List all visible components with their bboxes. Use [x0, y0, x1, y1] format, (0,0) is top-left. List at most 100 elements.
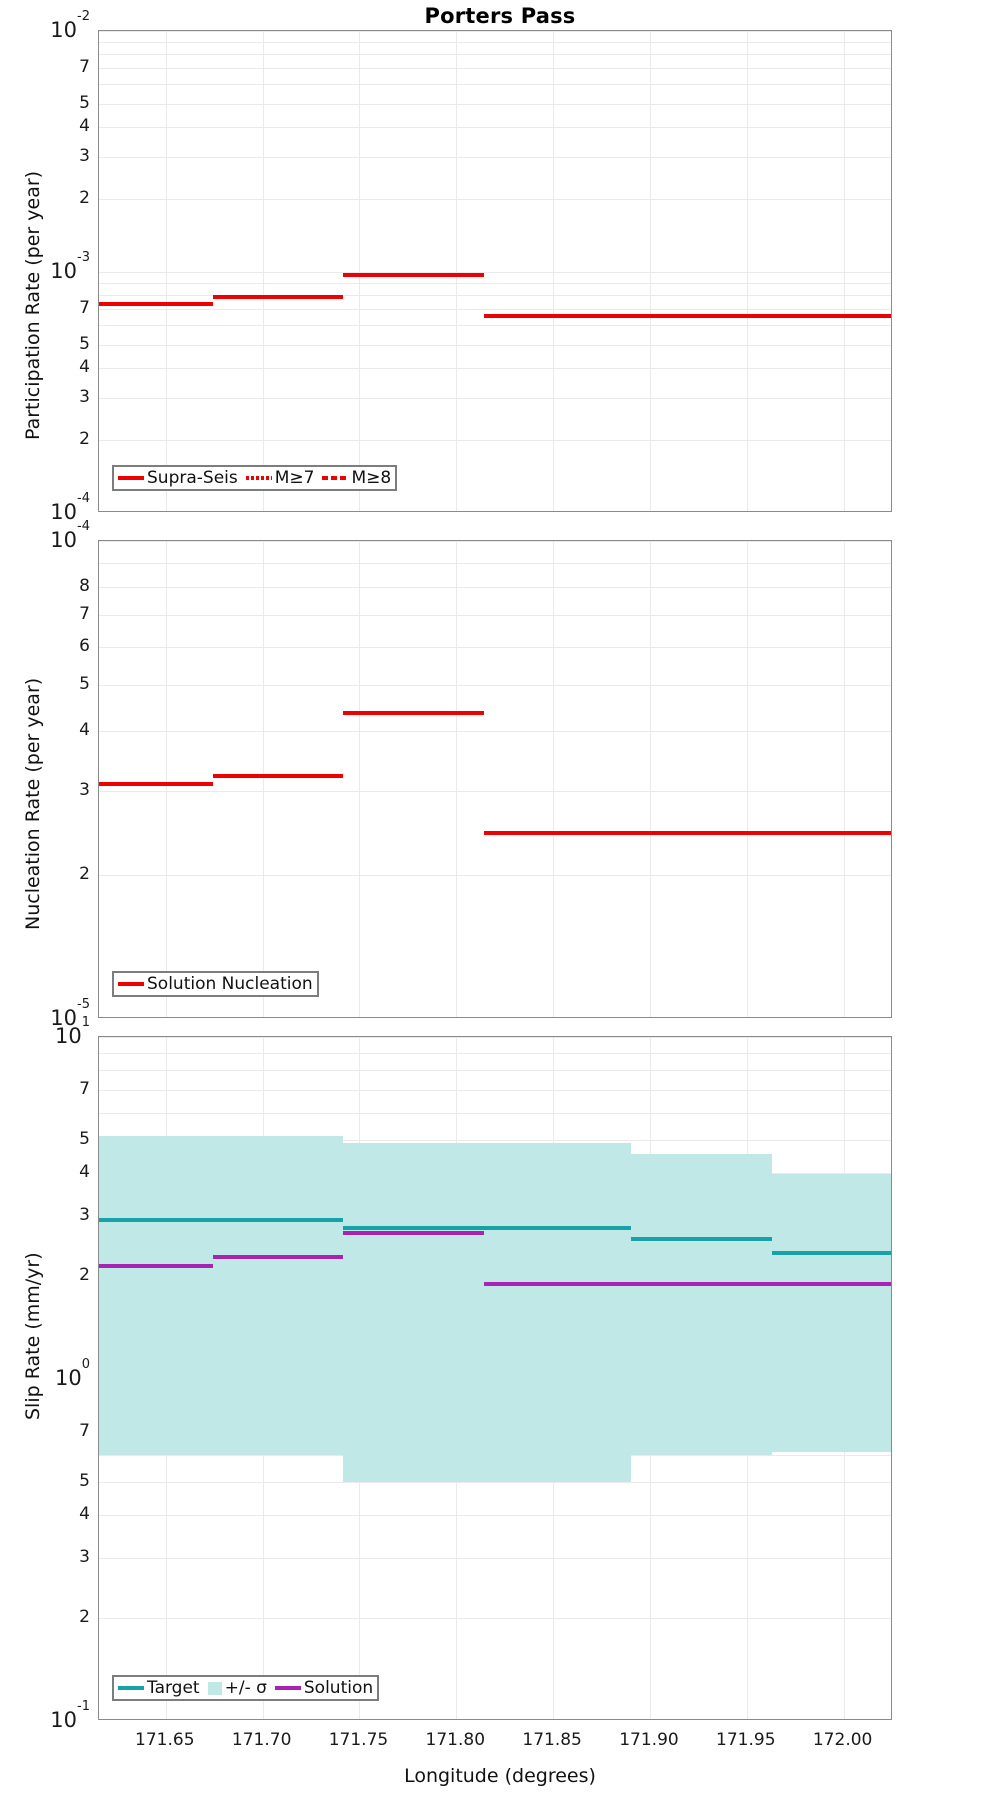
y-tick-label: 4 [79, 356, 90, 377]
data-step-segment [343, 1226, 631, 1231]
data-step-segment [99, 782, 214, 787]
gridline-horizontal [99, 1140, 891, 1141]
data-step-segment [484, 1281, 891, 1286]
gridline-horizontal [99, 31, 891, 32]
legend-item-target: Target [118, 1678, 200, 1698]
gridline-horizontal [99, 1037, 891, 1038]
data-step-segment [343, 1230, 485, 1235]
gridline-horizontal [99, 1618, 891, 1619]
gridline-vertical [843, 541, 845, 1017]
gridline-vertical [553, 31, 555, 511]
gridline-horizontal [99, 54, 891, 55]
gridline-vertical [262, 31, 264, 511]
panel2-ytick-top: 10-4 [50, 518, 90, 552]
gridline-vertical [165, 541, 167, 1017]
data-step-segment [99, 1263, 214, 1268]
gridline-vertical [746, 541, 748, 1017]
gridline-horizontal [99, 1482, 891, 1483]
legend-label-m7: M≥7 [274, 468, 315, 488]
y-tick-label: 7 [79, 604, 90, 625]
gridline-horizontal [99, 42, 891, 43]
data-step-segment [630, 1237, 772, 1242]
data-step-segment [484, 314, 891, 319]
gridline-horizontal [99, 325, 891, 326]
y-tick-label: 3 [79, 779, 90, 800]
legend-label-m8: M≥8 [351, 468, 392, 488]
x-tick-label: 171.65 [135, 1730, 195, 1750]
gridline-horizontal [99, 685, 891, 686]
legend-item-solution-nucleation: Solution Nucleation [118, 974, 313, 994]
panel2-ylabel: Nucleation Rate (per year) [22, 677, 44, 930]
data-step-segment [484, 830, 891, 835]
x-axis-title: Longitude (degrees) [404, 1765, 596, 1787]
y-tick-label: 4 [79, 720, 90, 741]
solid-red-line-icon [118, 982, 144, 986]
y-tick-label: 2 [79, 1607, 90, 1628]
legend-item-solution: Solution [274, 1678, 374, 1698]
gridline-horizontal [99, 345, 891, 346]
y-tick-label: 7 [79, 57, 90, 78]
gridline-vertical [553, 541, 555, 1017]
panel3-ytick-mid: 100 [54, 1356, 90, 1390]
panel1-plot-area [99, 31, 891, 511]
gridline-horizontal [99, 875, 891, 876]
uncertainty-band [99, 1136, 343, 1455]
y-tick-label: 5 [79, 673, 90, 694]
gridline-horizontal [99, 541, 891, 542]
gridline-vertical [165, 31, 167, 511]
gridline-horizontal [99, 272, 891, 273]
gridline-vertical [456, 31, 458, 511]
gridline-vertical [359, 31, 361, 511]
data-step-segment [99, 301, 214, 306]
y-tick-label: 2 [79, 1265, 90, 1286]
panel3-legend: Target +/- σ Solution [112, 1675, 380, 1701]
data-step-segment [213, 1254, 343, 1259]
data-step-segment [213, 774, 343, 779]
y-tick-label: 5 [79, 1128, 90, 1149]
panel2-legend: Solution Nucleation [112, 971, 319, 997]
y-tick-label: 4 [79, 115, 90, 136]
legend-item-supra-seis: Supra-Seis [118, 468, 238, 488]
panel3-ytick-top: 101 [54, 1014, 90, 1048]
legend-label-sigma: +/- σ [224, 1678, 267, 1698]
y-tick-label: 5 [79, 1470, 90, 1491]
gridline-horizontal [99, 1113, 891, 1114]
gridline-horizontal [99, 1070, 891, 1071]
panel-participation-rate [98, 30, 892, 512]
y-tick-label: 3 [79, 1546, 90, 1567]
data-step-segment [343, 273, 485, 278]
panel-nucleation-rate [98, 540, 892, 1018]
y-tick-label: 6 [79, 636, 90, 657]
gridline-horizontal [99, 615, 891, 616]
y-tick-label: 2 [79, 188, 90, 209]
y-tick-label: 3 [79, 146, 90, 166]
panel1-ytick-bottom: 10-4 [50, 490, 90, 524]
legend-label-solution: Solution [303, 1678, 374, 1698]
panel2-ytick-bottom: 10-5 [50, 996, 90, 1030]
data-step-segment [343, 710, 485, 715]
data-step-segment [213, 295, 343, 300]
y-tick-label: 5 [79, 333, 90, 354]
data-step-segment [99, 1217, 343, 1222]
gridline-horizontal [99, 309, 891, 310]
legend-item-m7: M≥7 [245, 468, 315, 488]
gridline-horizontal [99, 398, 891, 399]
gridline-horizontal [99, 440, 891, 441]
legend-item-m8: M≥8 [322, 468, 391, 488]
y-tick-label: 4 [79, 1504, 90, 1525]
gridline-horizontal [99, 127, 891, 128]
x-tick-label: 171.70 [231, 1730, 292, 1750]
gridline-horizontal [99, 84, 891, 85]
x-tick-label: 171.90 [619, 1730, 679, 1750]
dotted-red-line-icon [245, 476, 272, 480]
legend-item-sigma: +/- σ [207, 1678, 267, 1698]
y-tick-label: 2 [79, 429, 90, 450]
gridline-horizontal [99, 563, 891, 564]
panel3-plot-area [99, 1037, 891, 1719]
solid-purple-line-icon [274, 1686, 301, 1690]
x-tick-label: 171.75 [328, 1730, 389, 1750]
y-tick-label: 5 [79, 92, 90, 113]
panel-slip-rate [98, 1036, 892, 1720]
gridline-horizontal [99, 731, 891, 732]
gridline-horizontal [99, 1053, 891, 1054]
